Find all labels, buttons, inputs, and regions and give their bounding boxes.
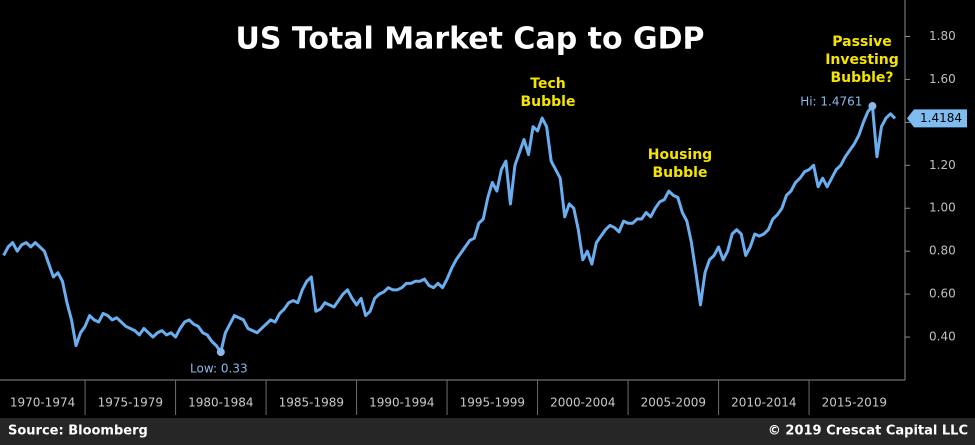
footer-band <box>0 418 975 445</box>
annotation: Bubble <box>653 165 708 181</box>
x-tick-label: 2000-2004 <box>550 396 615 410</box>
chart-title: US Total Market Cap to GDP <box>235 22 704 57</box>
x-tick-label: 1995-1999 <box>460 396 525 410</box>
x-tick-label: 1970-1974 <box>10 396 75 410</box>
high-marker <box>868 102 877 111</box>
low-marker <box>216 348 225 357</box>
y-tick-label: 1.80 <box>929 29 956 43</box>
y-tick-label: 1.60 <box>929 72 956 86</box>
x-tick-label: 1985-1989 <box>279 396 344 410</box>
low-label: Low: 0.33 <box>190 362 248 376</box>
y-tick-label: 1.20 <box>929 158 956 172</box>
y-tick-label: 0.60 <box>929 287 956 301</box>
annotation: Tech <box>530 76 565 92</box>
x-tick-label: 1975-1979 <box>98 396 163 410</box>
annotation: Investing <box>825 52 899 68</box>
x-tick-label: 1980-1984 <box>188 396 253 410</box>
y-tick-label: 1.00 <box>929 201 956 215</box>
x-tick-label: 2015-2019 <box>822 396 887 410</box>
x-tick-label: 2005-2009 <box>641 396 706 410</box>
y-tick-label: 0.80 <box>929 244 956 258</box>
x-tick-label: 1990-1994 <box>369 396 434 410</box>
annotation: Bubble? <box>830 70 893 86</box>
high-label: Hi: 1.4761 <box>800 95 862 109</box>
data-line <box>2 104 897 354</box>
last-value-box <box>907 109 967 128</box>
annotation: Passive <box>832 34 891 50</box>
annotation: Bubble <box>521 94 576 110</box>
copyright: © 2019 Crescat Capital LLC <box>768 424 968 439</box>
y-tick-label: 0.40 <box>929 330 956 344</box>
annotation: Housing <box>648 147 712 163</box>
x-tick-label: 2010-2014 <box>731 396 796 410</box>
source: Source: Bloomberg <box>8 424 148 439</box>
last-value-label: 1.4184 <box>920 111 962 125</box>
